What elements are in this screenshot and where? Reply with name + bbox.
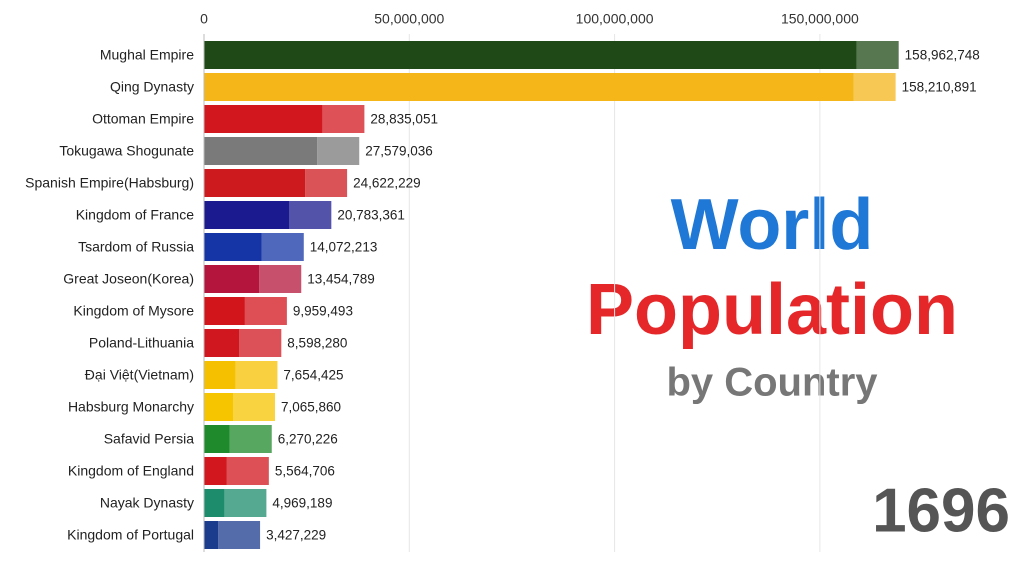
value-label: 4,969,189 (272, 496, 332, 511)
y-tick-label: Đại Việt(Vietnam) (85, 367, 194, 383)
bar (204, 297, 245, 325)
bar (204, 73, 854, 101)
value-label: 7,065,860 (281, 400, 341, 415)
flag (856, 41, 899, 69)
flag (305, 169, 348, 197)
y-tick-label: Habsburg Monarchy (68, 399, 194, 415)
bar (204, 233, 262, 261)
value-label: 9,959,493 (293, 304, 353, 319)
flag (226, 457, 269, 485)
bar (204, 137, 318, 165)
y-tick-label: Kingdom of Mysore (73, 303, 194, 319)
bar (204, 361, 236, 389)
bar (204, 169, 306, 197)
flag (239, 329, 282, 357)
value-label: 20,783,361 (337, 208, 405, 223)
flag (261, 233, 304, 261)
flag (244, 297, 287, 325)
y-tick-label: Tokugawa Shogunate (59, 143, 194, 159)
y-tick-label: Tsardom of Russia (78, 239, 194, 255)
bar (204, 425, 230, 453)
y-tick-label: Kingdom of France (76, 207, 194, 223)
chart-caption: by Country (666, 361, 878, 405)
flag (259, 265, 302, 293)
flag (235, 361, 278, 389)
y-tick-label: Kingdom of England (68, 463, 194, 479)
bar (204, 41, 857, 69)
value-label: 28,835,051 (370, 112, 438, 127)
value-label: 27,579,036 (365, 144, 433, 159)
chart-subtitle: Population (586, 270, 958, 350)
bar (204, 265, 260, 293)
flag (853, 73, 896, 101)
bar (204, 457, 227, 485)
y-tick-label: Nayak Dynasty (100, 495, 194, 511)
flag (289, 201, 332, 229)
bar (204, 393, 234, 421)
flag (317, 137, 360, 165)
x-tick-label: 0 (200, 11, 208, 27)
y-tick-label: Spanish Empire(Habsburg) (25, 175, 194, 191)
value-label: 8,598,280 (287, 336, 347, 351)
y-tick-label: Ottoman Empire (92, 111, 194, 127)
x-tick-label: 50,000,000 (374, 11, 444, 27)
x-tick-label: 150,000,000 (781, 11, 859, 27)
y-tick-label: Poland-Lithuania (89, 335, 194, 351)
period-label: 1696 (872, 476, 1010, 545)
value-label: 158,962,748 (905, 48, 980, 63)
flag (229, 425, 272, 453)
y-tick-label: Safavid Persia (104, 431, 194, 447)
bar (204, 201, 290, 229)
flag (322, 105, 365, 133)
y-tick-label: Great Joseon(Korea) (63, 271, 194, 287)
flag (218, 521, 261, 549)
y-tick-label: Kingdom of Portugal (67, 527, 194, 543)
chart-title: World (671, 185, 874, 265)
bar (204, 105, 323, 133)
value-label: 7,654,425 (283, 368, 343, 383)
value-label: 158,210,891 (902, 80, 977, 95)
bar (204, 329, 240, 357)
value-label: 6,270,226 (278, 432, 338, 447)
y-tick-label: Qing Dynasty (110, 79, 194, 95)
value-label: 5,564,706 (275, 464, 335, 479)
value-label: 13,454,789 (307, 272, 375, 287)
value-label: 3,427,229 (266, 528, 326, 543)
bar (204, 489, 225, 517)
x-tick-label: 100,000,000 (576, 11, 654, 27)
y-tick-label: Mughal Empire (100, 47, 194, 63)
flag (224, 489, 267, 517)
bar (204, 521, 219, 549)
value-label: 24,622,229 (353, 176, 421, 191)
value-label: 14,072,213 (310, 240, 378, 255)
flag (233, 393, 276, 421)
